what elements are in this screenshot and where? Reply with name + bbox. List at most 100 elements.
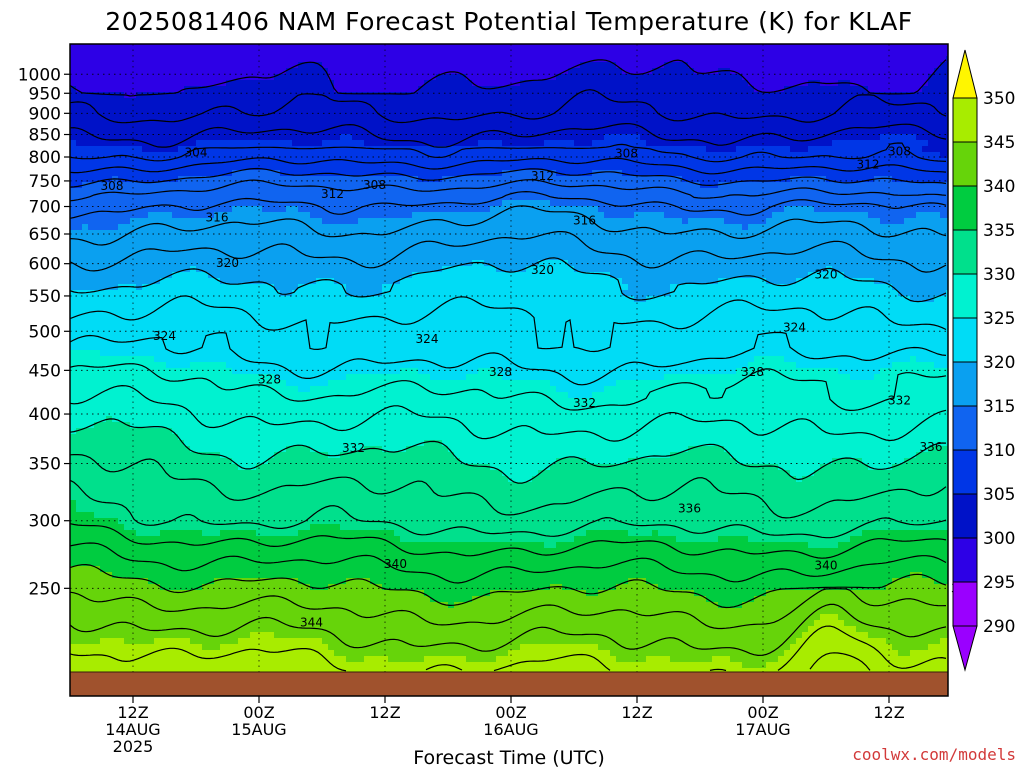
colorbar-label: 300 <box>983 529 1015 549</box>
contour-label-text: 312 <box>321 187 344 201</box>
y-tick-label: 350 <box>29 455 61 475</box>
y-tick-label: 550 <box>29 287 61 307</box>
contour-label-text: 340 <box>815 558 838 572</box>
contour-label: 324 <box>413 332 441 346</box>
colorbar-cell <box>953 582 977 626</box>
y-tick-label: 800 <box>29 148 61 168</box>
y-tick-label: 850 <box>29 126 61 146</box>
x-tick-label: 12Z <box>873 703 904 722</box>
colorbar-label: 350 <box>983 89 1015 109</box>
contour-label-text: 336 <box>678 502 701 516</box>
colorbar-cell <box>953 142 977 186</box>
plot-area <box>70 44 953 675</box>
contour-label-text: 324 <box>783 321 806 335</box>
contour-label: 328 <box>739 365 767 379</box>
contour-label-text: 312 <box>857 157 880 171</box>
contour-label: 340 <box>812 558 840 572</box>
contour-label-text: 316 <box>206 210 229 224</box>
contour-label-text: 320 <box>531 263 554 277</box>
chart-title: 2025081406 NAM Forecast Potential Temper… <box>105 7 912 36</box>
x-tick-label: 2025 <box>113 737 154 756</box>
contour-label: 320 <box>529 263 557 277</box>
contour-label: 312 <box>529 169 557 183</box>
y-tick-label: 750 <box>29 172 61 192</box>
contour-label: 332 <box>571 396 599 410</box>
colorbar-label: 320 <box>983 353 1015 373</box>
y-tick-label: 500 <box>29 322 61 342</box>
y-tick-label: 950 <box>29 84 61 104</box>
contour-label-text: 332 <box>888 393 911 407</box>
contour-label-text: 308 <box>615 146 638 160</box>
x-tick-label: 12Z <box>621 703 652 722</box>
y-tick-label: 450 <box>29 361 61 381</box>
colorbar-cell <box>953 98 977 142</box>
y-axis-ticks: 2503003504004505005506006507007508008509… <box>18 65 70 599</box>
contour-label: 308 <box>613 146 641 160</box>
potential-temperature-chart: 2025081406 NAM Forecast Potential Temper… <box>0 0 1024 768</box>
colorbar-cell <box>953 450 977 494</box>
colorbar-cell <box>953 274 977 318</box>
x-tick-label: 17AUG <box>735 720 790 739</box>
y-tick-label: 250 <box>29 579 61 599</box>
y-tick-label: 900 <box>29 104 61 124</box>
colorbar-label: 305 <box>983 485 1015 505</box>
ground-surface <box>70 672 948 696</box>
contour-label: 332 <box>340 441 368 455</box>
contour-label-text: 332 <box>573 396 596 410</box>
y-tick-label: 650 <box>29 225 61 245</box>
contour-label: 324 <box>781 321 809 335</box>
contour-label: 312 <box>319 187 347 201</box>
colorbar-label: 290 <box>983 617 1015 637</box>
contour-label-text: 328 <box>258 373 281 387</box>
contour-label-text: 308 <box>888 144 911 158</box>
y-tick-label: 300 <box>29 512 61 532</box>
colorbar-cell <box>953 494 977 538</box>
colorbar-cell <box>953 538 977 582</box>
colorbar-cell <box>953 318 977 362</box>
contour-label-text: 320 <box>216 256 239 270</box>
contour-label-text: 304 <box>185 145 208 159</box>
contour-label-text: 336 <box>920 440 943 454</box>
x-tick-label: 12Z <box>369 703 400 722</box>
contour-label-text: 308 <box>363 178 386 192</box>
colorbar-cell <box>953 230 977 274</box>
contour-label-text: 328 <box>489 365 512 379</box>
contour-label: 316 <box>571 214 599 228</box>
y-tick-label: 700 <box>29 198 61 218</box>
contour-label: 344 <box>298 615 326 629</box>
contour-label: 308 <box>361 178 389 192</box>
colorbar-top-arrow <box>953 50 977 98</box>
contour-label-text: 332 <box>342 441 365 455</box>
colorbar-cell <box>953 362 977 406</box>
y-tick-label: 400 <box>29 405 61 425</box>
contour-label-text: 312 <box>531 169 554 183</box>
colorbar-cell <box>953 406 977 450</box>
contour-label: 320 <box>214 256 242 270</box>
contour-label-text: 324 <box>416 332 439 346</box>
contour-label-text: 316 <box>573 214 596 228</box>
colorbar-label: 310 <box>983 441 1015 461</box>
colorbar-label: 340 <box>983 177 1015 197</box>
contour-label: 328 <box>487 365 515 379</box>
contour-label-text: 344 <box>300 615 323 629</box>
x-tick-label: 15AUG <box>231 720 286 739</box>
contour-label: 308 <box>886 144 914 158</box>
contour-label-text: 308 <box>101 179 124 193</box>
colorbar-label: 345 <box>983 133 1015 153</box>
colorbar-label: 295 <box>983 573 1015 593</box>
colorbar-cell <box>953 186 977 230</box>
x-tick-label: 16AUG <box>483 720 538 739</box>
contour-label: 336 <box>676 502 704 516</box>
colorbar-bottom-arrow <box>953 626 977 670</box>
contour-label-text: 320 <box>815 267 838 281</box>
contour-label: 336 <box>917 440 945 454</box>
colorbar-label: 335 <box>983 221 1015 241</box>
colorbar-label: 330 <box>983 265 1015 285</box>
contour-label-text: 328 <box>741 365 764 379</box>
y-tick-label: 1000 <box>18 65 61 85</box>
contour-label: 304 <box>182 145 210 159</box>
y-tick-label: 600 <box>29 255 61 275</box>
contour-label: 328 <box>256 373 284 387</box>
contour-label-text: 324 <box>153 329 176 343</box>
contour-label-text: 340 <box>384 557 407 571</box>
